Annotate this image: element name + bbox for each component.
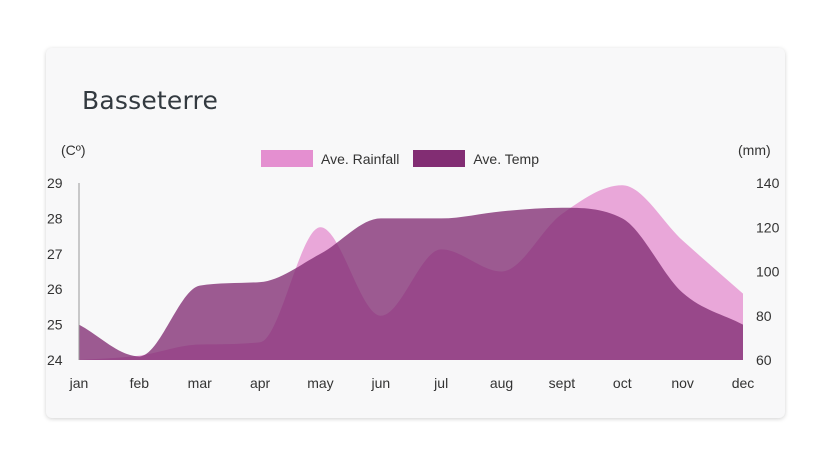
left-axis-unit-label: (Cº) <box>61 142 86 158</box>
legend-item-temp[interactable]: Ave. Temp <box>413 150 539 167</box>
legend-swatch-temp <box>413 150 466 167</box>
legend-swatch-rainfall <box>261 150 313 167</box>
x-tick-label: aug <box>490 375 513 391</box>
chart-title: Basseterre <box>82 86 219 115</box>
y-left-tick-label: 25 <box>47 317 63 333</box>
legend-label-temp: Ave. Temp <box>473 150 539 167</box>
x-tick-label: dec <box>732 375 755 391</box>
series-area-temp <box>79 207 743 360</box>
y-left-tick-label: 27 <box>47 246 63 262</box>
y-right-tick-label: 140 <box>756 175 780 191</box>
x-tick-label: oct <box>613 375 632 391</box>
y-left-tick-label: 29 <box>47 175 63 191</box>
y-right-tick-label: 80 <box>756 308 772 324</box>
x-tick-label: may <box>307 375 333 391</box>
y-left-tick-label: 28 <box>47 210 63 226</box>
y-right-tick-label: 100 <box>756 264 780 280</box>
x-tick-label: nov <box>671 375 694 391</box>
x-tick-label: jul <box>433 375 448 391</box>
x-tick-label: mar <box>188 375 212 391</box>
legend-item-rainfall[interactable]: Ave. Rainfall <box>261 150 399 167</box>
y-right-tick-label: 60 <box>756 352 772 368</box>
x-tick-label: feb <box>130 375 150 391</box>
x-tick-label: jun <box>370 375 390 391</box>
x-tick-label: jan <box>69 375 89 391</box>
legend-label-rainfall: Ave. Rainfall <box>321 150 400 167</box>
chart-legend: Ave. Rainfall Ave. Temp <box>261 150 553 167</box>
right-axis-unit-label: (mm) <box>738 142 771 158</box>
x-tick-label: sept <box>549 375 576 391</box>
y-left-tick-label: 24 <box>47 352 63 368</box>
y-left-tick-label: 26 <box>47 281 63 297</box>
x-tick-label: apr <box>250 375 271 391</box>
y-right-tick-label: 120 <box>756 219 780 235</box>
